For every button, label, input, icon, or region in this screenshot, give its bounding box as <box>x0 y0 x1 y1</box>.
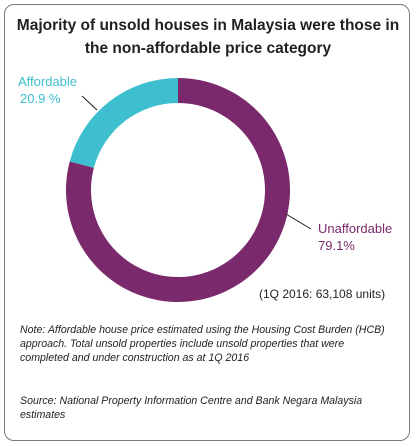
chart-title: Majority of unsold houses in Malaysia we… <box>16 17 400 57</box>
affordable-value: 20.9 % <box>20 91 61 106</box>
donut-chart: Affordable 20.9 % Unaffordable 79.1% (1Q… <box>18 74 392 303</box>
chart-frame <box>4 4 410 441</box>
unaffordable-label: Unaffordable <box>318 221 392 236</box>
total-units-label: (1Q 2016: 63,108 units) <box>259 287 385 301</box>
footnote: Note: Affordable house price estimated u… <box>20 324 385 364</box>
affordable-label: Affordable <box>18 74 77 89</box>
source-note: Source: National Property Information Ce… <box>20 395 363 421</box>
affordable-leader-line <box>81 95 98 111</box>
unaffordable-leader-line <box>285 213 312 230</box>
donut-slice-affordable <box>69 78 178 168</box>
unaffordable-value: 79.1% <box>318 238 355 253</box>
